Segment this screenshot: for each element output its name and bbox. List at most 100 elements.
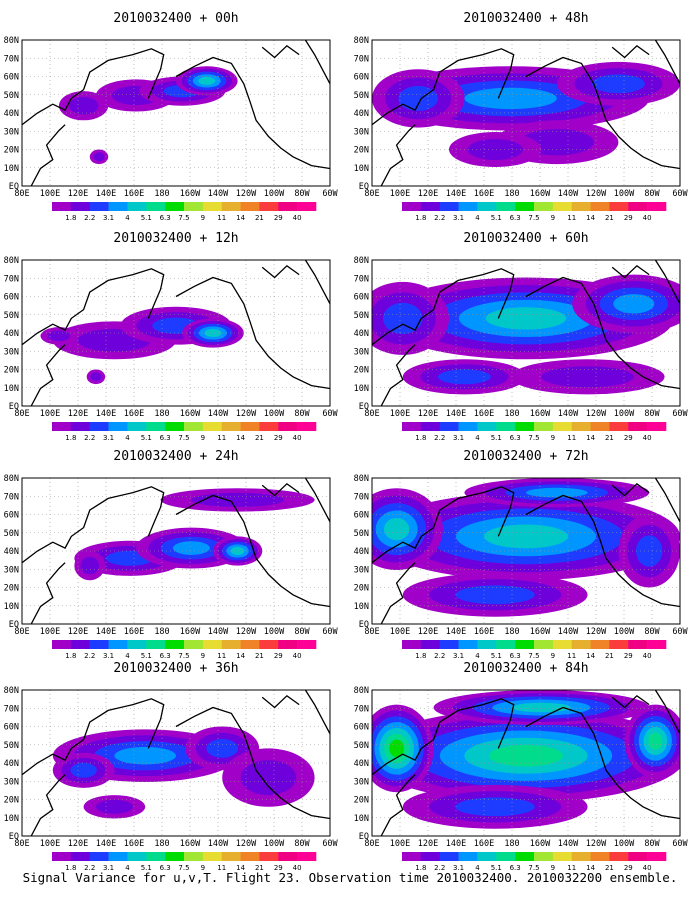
colorbar-swatch xyxy=(278,202,298,211)
coastline xyxy=(611,482,650,497)
lon-tick-label: 140E xyxy=(96,627,116,637)
colorbar-swatch xyxy=(70,852,91,861)
lat-tick-label: 20N xyxy=(354,366,369,376)
panel-title: 2010032400 + 36h xyxy=(113,661,238,676)
lat-tick-label: 70N xyxy=(4,492,19,502)
lon-tick-label: 120E xyxy=(68,627,88,637)
colorbar-label: 21 xyxy=(255,214,264,222)
lat-tick-label: 20N xyxy=(4,584,19,594)
colorbar-label: 11 xyxy=(217,434,226,442)
colorbar-label: 1.8 xyxy=(415,434,426,442)
colorbar-label: 11 xyxy=(217,864,226,872)
colorbar-label: 40 xyxy=(293,652,302,660)
colorbar-swatch xyxy=(70,640,91,649)
lat-tick-label: 10N xyxy=(4,814,19,824)
lat-tick-label: 30N xyxy=(354,347,369,357)
coastline xyxy=(525,494,680,608)
colorbar-swatch xyxy=(184,202,204,211)
colorbar-swatch xyxy=(165,422,185,431)
colorbar-label: 11 xyxy=(567,434,576,442)
coastline xyxy=(380,124,416,186)
colorbar-label: 4 xyxy=(475,434,480,442)
variance-contour xyxy=(467,138,523,161)
colorbar-label: 14 xyxy=(586,214,595,222)
colorbar-label: 5.1 xyxy=(141,652,152,660)
lon-tick-label: 100E xyxy=(40,839,60,849)
colorbar-swatch xyxy=(628,422,648,431)
colorbar-swatch xyxy=(52,640,72,649)
lon-tick-label: 120W xyxy=(236,839,257,849)
colorbar-label: 2.2 xyxy=(84,652,95,660)
variance-contour xyxy=(613,294,655,314)
variance-contour xyxy=(648,732,663,750)
lon-tick-label: 120W xyxy=(586,409,607,419)
variance-contour xyxy=(484,524,568,549)
lat-tick-label: 50N xyxy=(354,741,369,751)
lon-tick-label: 100E xyxy=(40,409,60,419)
colorbar-swatch xyxy=(647,852,667,861)
lat-tick-label: 80N xyxy=(354,36,369,46)
coastline xyxy=(175,494,330,608)
variance-contour xyxy=(526,487,588,498)
colorbar-label: 9 xyxy=(201,652,205,660)
colorbar-label: 21 xyxy=(255,864,264,872)
lon-tick-label: 80E xyxy=(14,627,29,637)
colorbar-label: 6.3 xyxy=(510,214,521,222)
lon-tick-label: 80W xyxy=(644,409,660,419)
coastline xyxy=(654,690,680,735)
colorbar-swatch xyxy=(146,422,166,431)
colorbar-swatch xyxy=(647,422,667,431)
colorbar-label: 1.8 xyxy=(65,864,76,872)
lat-tick-label: 40N xyxy=(4,547,19,557)
lon-tick-label: 140E xyxy=(446,839,466,849)
lon-tick-label: 100E xyxy=(390,839,410,849)
colorbar-label: 29 xyxy=(624,864,633,872)
lon-tick-label: 160E xyxy=(124,627,144,637)
colorbar-label: 7.5 xyxy=(178,864,189,872)
colorbar-label: 1.8 xyxy=(415,652,426,660)
lon-tick-label: 80W xyxy=(294,627,310,637)
variance-contour xyxy=(489,744,563,767)
lon-tick-label: 100E xyxy=(40,627,60,637)
lon-tick-label: 160E xyxy=(124,839,144,849)
colorbar-label: 4 xyxy=(475,652,480,660)
lat-tick-label: 40N xyxy=(354,759,369,769)
coastline xyxy=(304,40,330,85)
colorbar-swatch xyxy=(146,852,166,861)
map-panel: 2010032400 + 24h 80N 70N 60N 50N 40N 30N 20N 10N… xyxy=(4,449,339,660)
colorbar-swatch xyxy=(52,852,72,861)
map-frame xyxy=(371,39,681,187)
colorbar-swatch xyxy=(609,202,629,211)
lat-tick-label: 10N xyxy=(354,384,369,394)
colorbar-swatch xyxy=(458,852,478,861)
colorbar-swatch xyxy=(609,422,629,431)
lat-tick-label: 20N xyxy=(4,366,19,376)
lat-tick-label: 80N xyxy=(4,474,19,484)
lon-tick-label: 60W xyxy=(672,189,688,199)
lon-tick-label: 160E xyxy=(124,409,144,419)
lon-tick-label: 160E xyxy=(474,627,494,637)
lon-tick-label: 120W xyxy=(236,627,257,637)
colorbar-label: 2.2 xyxy=(434,652,445,660)
colorbar-swatch xyxy=(628,640,648,649)
figure-caption: Signal Variance for u,v,T. Flight 23. Ob… xyxy=(22,870,678,885)
colorbar-label: 40 xyxy=(293,434,302,442)
colorbar-label: 7.5 xyxy=(528,214,539,222)
colorbar-swatch xyxy=(127,422,147,431)
colorbar-label: 3.1 xyxy=(453,652,464,660)
lat-tick-label: 40N xyxy=(4,759,19,769)
lon-tick-label: 60W xyxy=(672,409,688,419)
variance-contour xyxy=(398,85,439,111)
colorbar-swatch xyxy=(165,202,185,211)
coastline xyxy=(525,276,680,390)
colorbar-swatch xyxy=(240,640,260,649)
colorbar-label: 11 xyxy=(217,214,226,222)
colorbar-swatch xyxy=(571,640,591,649)
colorbar-swatch xyxy=(477,422,497,431)
colorbar-label: 7.5 xyxy=(528,864,539,872)
lat-tick-label: EQ xyxy=(9,182,19,192)
lat-tick-label: 70N xyxy=(354,54,369,64)
colorbar-swatch xyxy=(202,640,223,649)
colorbar-label: 14 xyxy=(586,434,595,442)
shaded-field xyxy=(372,690,680,836)
